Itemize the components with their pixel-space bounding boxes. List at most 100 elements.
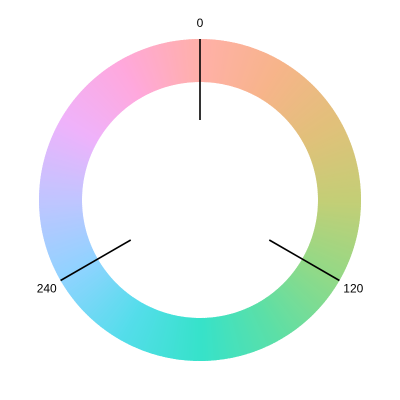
- hue-ring-segment: [117, 59, 143, 99]
- hue-ring-segment: [107, 65, 136, 104]
- hue-ring-segment: [305, 126, 346, 150]
- hue-ring-segment: [297, 264, 336, 292]
- hue-ring-segment: [68, 268, 106, 297]
- hue-ring-segment: [99, 292, 129, 329]
- hue-ring-segment: [274, 74, 305, 111]
- hue-ring-segment: [66, 106, 105, 135]
- hue-ring-segment: [266, 295, 295, 333]
- hue-ring-segment: [69, 101, 107, 131]
- hue-ring-segment: [306, 131, 348, 154]
- hue-ring-segment: [280, 82, 314, 116]
- hue-ring: [39, 39, 361, 361]
- hue-ring-segment: [264, 64, 292, 103]
- hue-ring-segment: [80, 88, 115, 122]
- hue-ring-segment: [112, 62, 139, 102]
- hue-ring-segment: [71, 99, 108, 129]
- hue-ring-segment: [254, 303, 279, 343]
- hue-ring-segment: [129, 53, 152, 94]
- hue-ring-segment: [124, 55, 148, 96]
- hue-ring-segment: [250, 305, 274, 346]
- hue-ring-segment: [274, 289, 306, 325]
- hue-ring-segment: [275, 76, 307, 112]
- hue-ring-segment: [290, 96, 327, 127]
- hue-ring-segment: [88, 81, 121, 116]
- hue-ring-segment: [252, 304, 276, 345]
- hue-ring-segment: [293, 269, 331, 299]
- hue-ring-segment: [257, 301, 283, 341]
- hue-ring-segment: [55, 252, 96, 276]
- angle-tick-label-240: 240: [37, 282, 57, 296]
- hue-ring-segment: [68, 104, 106, 133]
- hue-ring-segment: [271, 291, 302, 328]
- hue-ring-segment: [96, 73, 127, 110]
- hue-ring-segment: [290, 272, 327, 303]
- hue-ring-segment: [100, 70, 130, 108]
- hue-ring-segment: [289, 274, 326, 305]
- angle-ticks: [60, 39, 340, 282]
- angle-tick-120: [268, 239, 340, 282]
- hue-ring-segment: [86, 284, 120, 318]
- hue-ring-segment: [295, 265, 334, 294]
- hue-ring-segment: [301, 117, 341, 143]
- hue-ring-segment: [265, 66, 294, 105]
- hue-ring-segment: [105, 67, 134, 105]
- hue-ring-segment: [285, 278, 320, 312]
- hue-ring-segment: [65, 264, 104, 293]
- hue-ring-segment: [79, 278, 114, 310]
- hue-ring-segment: [303, 121, 343, 146]
- hue-ring-segment: [121, 57, 146, 97]
- hue-ring-segment: [304, 124, 345, 148]
- hue-ring-segment: [298, 112, 338, 139]
- hue-ring-segment: [281, 84, 316, 118]
- hue-ring-segment: [281, 283, 314, 317]
- hue-ring-segment: [84, 282, 119, 316]
- hue-ring-segment: [256, 302, 281, 342]
- hue-ring-segment: [90, 79, 122, 114]
- hue-ring-segment: [277, 78, 309, 114]
- hue-ring-segment: [98, 72, 129, 109]
- hue-ring-segment: [84, 84, 118, 119]
- hue-ring-segment: [92, 77, 124, 113]
- angle-tick-labels: 0 120 240: [37, 16, 364, 296]
- hue-ring-segment: [88, 285, 122, 320]
- hue-ring-segment: [61, 259, 100, 286]
- hue-ring-segment: [276, 287, 308, 323]
- hue-ring-segment: [279, 284, 312, 319]
- hue-ring-segment: [97, 290, 128, 327]
- hue-ring-segment: [114, 61, 141, 100]
- hue-ring-segment: [94, 75, 126, 111]
- hue-ring-segment: [267, 68, 296, 106]
- hue-ring-segment: [119, 58, 144, 98]
- angle-tick-240: [60, 239, 132, 282]
- hue-ring-segment: [52, 246, 94, 269]
- hue-ring-segment: [292, 271, 329, 301]
- hue-ring-segment: [284, 88, 319, 121]
- hue-ring-segment: [286, 90, 321, 122]
- hue-ring-segment: [126, 54, 150, 95]
- hue-ring-segment: [58, 256, 98, 281]
- hue-ring-segment: [288, 275, 324, 307]
- hue-ring-segment: [264, 296, 293, 335]
- hue-ring-segment: [73, 97, 110, 128]
- hue-ring-segment: [294, 103, 332, 132]
- hue-ring-segment: [295, 105, 333, 134]
- hue-ring-segment: [104, 294, 133, 332]
- hue-ring-segment: [76, 93, 112, 125]
- hue-ring-segment: [106, 295, 135, 334]
- hue-ring-segment: [82, 86, 116, 120]
- hue-ring-segment: [64, 108, 103, 136]
- hue-ring-segment: [273, 290, 304, 327]
- hue-ring-segment: [286, 277, 322, 309]
- angle-tick-label-120: 120: [343, 282, 363, 296]
- hue-ring-segment: [86, 83, 119, 117]
- hue-ring-segment: [246, 306, 269, 348]
- hue-ring-segment: [291, 98, 328, 129]
- hue-ring-segment: [62, 261, 102, 288]
- hue-ring-segment: [294, 267, 332, 296]
- hue-ring-segment: [269, 69, 299, 107]
- hue-ring-segment: [263, 297, 291, 336]
- hue-ring-segment: [54, 250, 95, 274]
- hue-ring-segment: [262, 63, 290, 102]
- hue-ring-segment: [248, 306, 271, 347]
- hue-ring-segment: [95, 289, 126, 326]
